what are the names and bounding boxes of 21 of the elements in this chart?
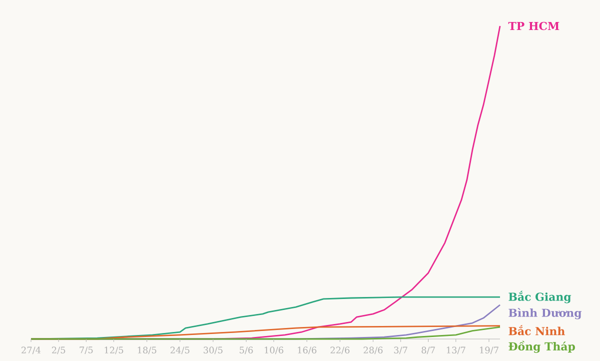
x-tick-label: 24/5 bbox=[170, 346, 190, 354]
x-tick-label: 27/4 bbox=[22, 346, 41, 354]
x-tick-label: 7/5 bbox=[80, 346, 93, 354]
x-tick-label: 13/7 bbox=[446, 346, 466, 354]
x-tick-label: 19/7 bbox=[480, 346, 498, 354]
x-tick-label: 12/5 bbox=[104, 346, 124, 354]
x-tick-label: 22/6 bbox=[330, 346, 350, 354]
series-label: Đồng Tháp bbox=[508, 340, 575, 353]
x-tick-label: 30/5 bbox=[204, 346, 222, 354]
x-tick-label: 3/7 bbox=[394, 346, 408, 354]
x-tick-label: 28/6 bbox=[364, 346, 383, 354]
x-tick-label: 5/6 bbox=[240, 346, 253, 354]
x-tick-label: 2/5 bbox=[52, 346, 66, 354]
series-label: TP HCM bbox=[508, 22, 560, 30]
x-tick-label: 10/6 bbox=[264, 346, 284, 354]
series-label: Bắc Giang bbox=[508, 290, 572, 304]
x-tick-label: 18/5 bbox=[138, 346, 156, 354]
series-label: Bình Dương bbox=[508, 308, 582, 320]
x-tick-label: 8/7 bbox=[422, 346, 435, 354]
series-label: Bắc Ninh bbox=[508, 325, 565, 336]
x-tick-label: 16/6 bbox=[298, 346, 316, 354]
